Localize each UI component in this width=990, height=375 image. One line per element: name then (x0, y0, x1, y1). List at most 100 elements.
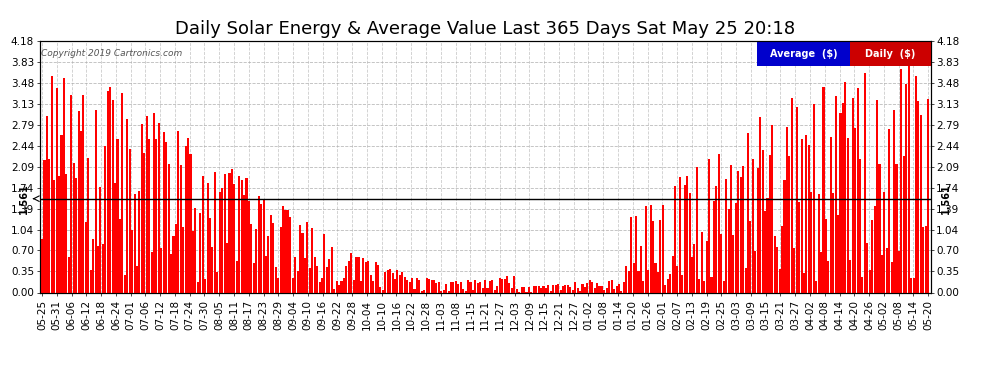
Bar (788, 156, 790, 292)
Bar (204, 279, 206, 292)
Bar (438, 282, 440, 292)
Bar (404, 277, 406, 292)
Bar (806, 135, 808, 292)
Bar (810, 192, 813, 292)
Bar (114, 183, 116, 292)
Bar (769, 156, 771, 292)
Bar (751, 159, 754, 292)
Bar (302, 232, 304, 292)
Bar (92, 238, 94, 292)
Bar (379, 287, 381, 292)
Bar (633, 263, 635, 292)
Bar (606, 288, 608, 292)
Bar (224, 174, 226, 292)
Bar (774, 236, 776, 292)
Bar (891, 262, 893, 292)
Bar (761, 150, 763, 292)
Bar (915, 76, 917, 292)
Bar (262, 199, 264, 292)
Bar (693, 244, 696, 292)
Bar (581, 284, 583, 292)
Bar (886, 248, 888, 292)
Bar (452, 282, 454, 292)
Bar (728, 209, 730, 292)
Bar (786, 127, 788, 292)
Bar (284, 210, 286, 292)
Bar (896, 164, 898, 292)
Bar (601, 286, 603, 292)
Bar (900, 69, 903, 292)
Bar (387, 270, 389, 292)
Bar (623, 282, 625, 292)
Bar (447, 291, 449, 292)
Bar (464, 291, 466, 292)
Bar (346, 266, 347, 292)
Bar (861, 277, 863, 292)
Bar (567, 285, 569, 292)
Bar (102, 244, 104, 292)
Bar (44, 160, 46, 292)
Bar (664, 285, 666, 292)
Bar (150, 252, 152, 292)
Bar (504, 279, 506, 292)
Bar (798, 202, 800, 292)
Bar (626, 266, 628, 292)
Bar (409, 282, 411, 292)
Bar (399, 275, 401, 292)
Bar (803, 273, 805, 292)
Bar (846, 138, 848, 292)
Bar (815, 280, 817, 292)
Bar (162, 132, 164, 292)
Bar (75, 178, 77, 292)
Bar (813, 104, 815, 292)
Bar (289, 217, 291, 292)
Bar (842, 102, 844, 292)
Bar (270, 215, 272, 292)
Bar (733, 234, 735, 292)
Bar (820, 252, 822, 292)
Bar (562, 286, 564, 292)
Bar (234, 184, 236, 292)
Bar (766, 198, 768, 292)
Bar (538, 286, 540, 292)
Bar (267, 237, 269, 292)
Bar (657, 272, 659, 292)
Bar (481, 288, 484, 292)
Bar (184, 146, 187, 292)
Bar (649, 205, 651, 292)
Bar (868, 270, 871, 292)
Bar (599, 286, 601, 292)
Bar (331, 247, 333, 292)
Bar (347, 261, 349, 292)
Bar (706, 242, 708, 292)
Bar (781, 226, 783, 292)
Bar (292, 278, 294, 292)
Bar (608, 281, 610, 292)
Bar (523, 287, 525, 292)
Bar (136, 266, 138, 292)
Bar (299, 225, 301, 292)
Bar (236, 261, 238, 292)
Bar (80, 130, 82, 292)
Bar (428, 279, 430, 292)
Bar (516, 289, 518, 292)
Bar (735, 202, 737, 292)
Bar (528, 287, 530, 292)
Bar (336, 280, 338, 292)
Bar (231, 170, 233, 292)
Bar (248, 201, 250, 292)
Bar (618, 284, 620, 292)
Bar (740, 177, 742, 292)
Bar (401, 272, 403, 292)
Bar (441, 291, 443, 292)
Bar (384, 272, 386, 292)
Bar (557, 284, 559, 292)
Bar (58, 177, 60, 292)
Bar (170, 254, 172, 292)
Bar (840, 113, 842, 292)
Bar (202, 176, 204, 292)
Bar (343, 278, 345, 292)
Bar (189, 154, 192, 292)
Bar (544, 288, 547, 292)
Bar (552, 285, 554, 292)
